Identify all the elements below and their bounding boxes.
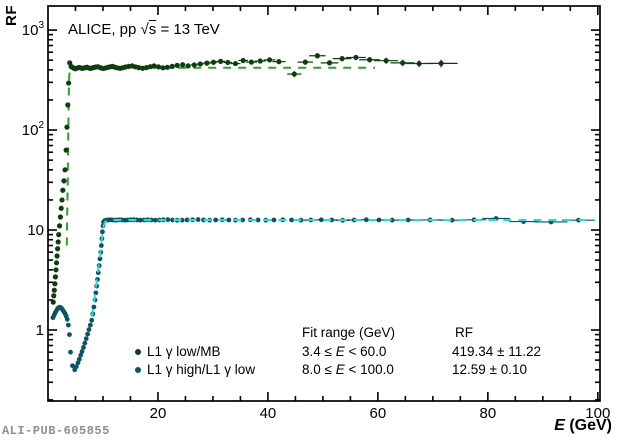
- legend-rf-l1-low: 419.34 ± 11.22: [452, 344, 541, 359]
- svg-text:60: 60: [370, 405, 387, 422]
- legend-marker-teal-dot: [135, 367, 141, 373]
- legend-header-fit-range: Fit range (GeV): [302, 325, 396, 340]
- legend-label-l1-low: L1 γ low/MB: [147, 344, 221, 359]
- plot-title-pre: ALICE, pp: [68, 21, 141, 38]
- sqrt-s: s: [148, 21, 157, 38]
- legend-header-rf: RF: [455, 325, 473, 340]
- svg-text:1: 1: [36, 322, 44, 339]
- legend-label-l1-high: L1 γ high/L1 γ low: [147, 362, 256, 377]
- svg-text:100: 100: [585, 405, 610, 422]
- y-axis-title: RF: [3, 5, 20, 26]
- plot-title-post: = 13 TeV: [156, 21, 220, 38]
- legend-rf-l1-high: 12.59 ± 0.10: [452, 362, 527, 377]
- legend-marker-green-dot: [135, 349, 141, 355]
- legend-fitrange-l1-low: 3.4 ≤ E < 60.0: [302, 344, 387, 359]
- watermark-label: ALI-PUB-605855: [2, 424, 110, 438]
- svg-text:40: 40: [260, 405, 277, 422]
- svg-text:80: 80: [479, 405, 496, 422]
- svg-text:20: 20: [150, 405, 167, 422]
- sqrt-symbol: √: [140, 21, 149, 38]
- svg-text:10: 10: [27, 222, 44, 239]
- legend-fitrange-l1-high: 8.0 ≤ E < 100.0: [302, 362, 394, 377]
- svg-text:103: 103: [22, 20, 45, 39]
- x-axis-title: E (GeV): [554, 417, 612, 434]
- svg-text:102: 102: [22, 120, 45, 139]
- plot-title: ALICE, pp √s = 13 TeV: [68, 21, 220, 38]
